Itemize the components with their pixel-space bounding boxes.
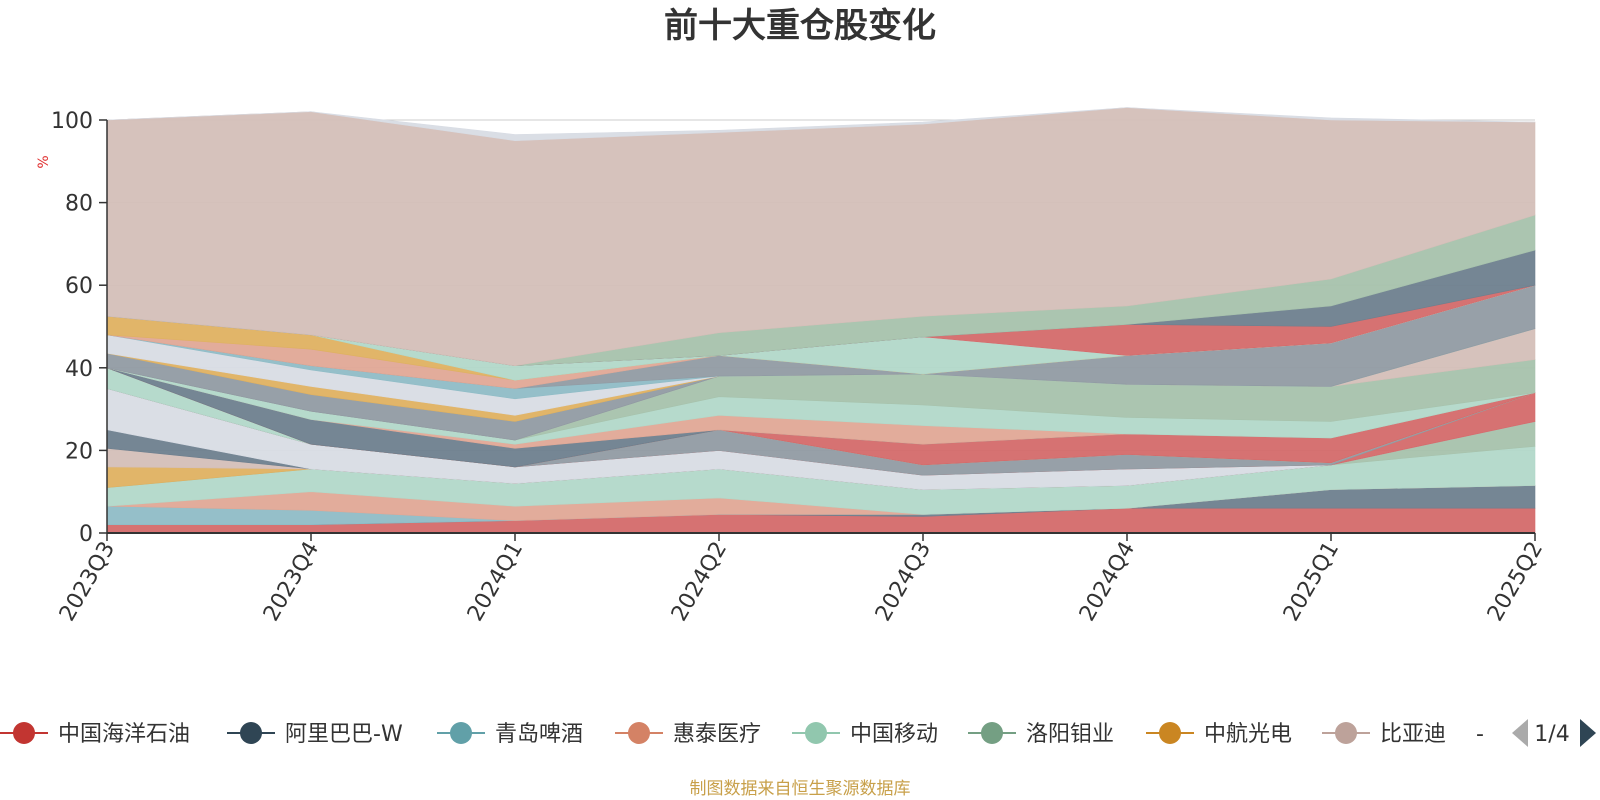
legend-item[interactable]: 青岛啤酒	[437, 722, 583, 747]
x-tick-label: 2024Q3	[871, 538, 936, 626]
legend-swatch-marker	[805, 722, 827, 744]
legend-label: 中国移动	[850, 722, 938, 747]
y-tick-label: 40	[65, 357, 93, 382]
legend-swatch-marker	[13, 722, 35, 744]
legend-item[interactable]: 中航光电	[1146, 722, 1292, 747]
area-series-34	[106, 107, 1536, 142]
x-tick-label: 2025Q1	[1279, 538, 1344, 626]
legend-page-indicator: 1/4	[1534, 722, 1569, 747]
x-tick-label: 2023Q4	[259, 538, 324, 626]
y-tick-label: 100	[51, 109, 93, 134]
x-tick-label: 2024Q2	[667, 538, 732, 626]
x-tick-label: 2024Q4	[1075, 538, 1140, 626]
legend-item[interactable]: 阿里巴巴-W	[227, 722, 403, 747]
legend-overflow-marker: -	[1476, 722, 1484, 747]
legend-label: 比亚迪	[1380, 722, 1446, 747]
legend-item[interactable]: 比亚迪	[1322, 722, 1446, 747]
legend-label: 青岛啤酒	[495, 722, 583, 747]
x-tick-label: 2024Q1	[463, 538, 528, 626]
legend-item[interactable]: 中国海洋石油	[0, 722, 190, 747]
y-axis-label: %	[36, 155, 52, 168]
y-tick-label: 20	[65, 439, 93, 464]
x-tick-label: 2023Q3	[55, 538, 120, 626]
legend-label: 惠泰医疗	[673, 722, 761, 747]
legend-label: 阿里巴巴-W	[285, 722, 403, 747]
legend-item[interactable]: 惠泰医疗	[615, 722, 761, 747]
legend-swatch-marker	[981, 722, 1003, 744]
legend-swatch-marker	[1159, 722, 1181, 744]
legend-swatch-marker	[1335, 722, 1357, 744]
legend-prev-page-icon[interactable]	[1512, 719, 1528, 747]
legend-item[interactable]: 洛阳钼业	[968, 722, 1114, 747]
legend-swatch-marker	[240, 722, 262, 744]
legend-label: 中航光电	[1204, 722, 1292, 747]
legend-next-page-icon[interactable]	[1580, 719, 1596, 747]
legend[interactable]: 中国海洋石油 阿里巴巴-W 青岛啤酒 惠泰医疗 中国移动 洛阳钼业 中航光电 比亚迪 - 1/4	[0, 719, 1596, 747]
legend-label: 洛阳钼业	[1026, 722, 1114, 747]
legend-item[interactable]: 中国移动	[792, 722, 938, 747]
y-tick-label: 80	[65, 192, 93, 217]
source-note: 制图数据来自恒生聚源数据库	[690, 779, 911, 799]
legend-swatch-marker	[628, 722, 650, 744]
x-tick-label: 2025Q2	[1483, 538, 1548, 626]
legend-label: 中国海洋石油	[58, 722, 190, 747]
area-series	[106, 107, 1536, 534]
chart-title: 前十大重仓股变化	[664, 6, 936, 46]
y-tick-label: 0	[79, 522, 93, 547]
legend-swatch-marker	[450, 722, 472, 744]
y-tick-label: 60	[65, 274, 93, 299]
